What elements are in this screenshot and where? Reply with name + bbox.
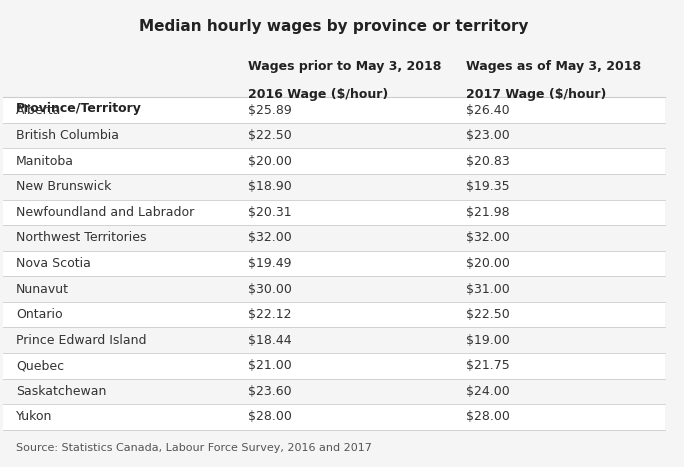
FancyBboxPatch shape <box>3 251 665 276</box>
Text: $21.75: $21.75 <box>466 359 510 372</box>
Text: $19.00: $19.00 <box>466 333 510 347</box>
Text: Northwest Territories: Northwest Territories <box>16 232 146 244</box>
Text: $24.00: $24.00 <box>466 385 510 398</box>
Text: $21.00: $21.00 <box>248 359 291 372</box>
Text: Saskatchewan: Saskatchewan <box>16 385 107 398</box>
Text: Wages prior to May 3, 2018: Wages prior to May 3, 2018 <box>248 60 441 73</box>
FancyBboxPatch shape <box>3 123 665 149</box>
FancyBboxPatch shape <box>3 302 665 327</box>
Text: Manitoba: Manitoba <box>16 155 74 168</box>
FancyBboxPatch shape <box>3 353 665 378</box>
Text: Quebec: Quebec <box>16 359 64 372</box>
Text: Alberta: Alberta <box>16 104 62 117</box>
FancyBboxPatch shape <box>3 98 665 123</box>
Text: $18.44: $18.44 <box>248 333 291 347</box>
Text: Ontario: Ontario <box>16 308 63 321</box>
Text: $22.50: $22.50 <box>466 308 510 321</box>
Text: Prince Edward Island: Prince Edward Island <box>16 333 146 347</box>
Text: $21.98: $21.98 <box>466 206 510 219</box>
Text: $26.40: $26.40 <box>466 104 510 117</box>
Text: $31.00: $31.00 <box>466 283 510 296</box>
Text: $30.00: $30.00 <box>248 283 291 296</box>
FancyBboxPatch shape <box>3 327 665 353</box>
Text: $19.49: $19.49 <box>248 257 291 270</box>
FancyBboxPatch shape <box>3 149 665 174</box>
Text: $18.90: $18.90 <box>248 180 291 193</box>
Text: $28.00: $28.00 <box>466 410 510 423</box>
Text: $23.00: $23.00 <box>466 129 510 142</box>
FancyBboxPatch shape <box>3 225 665 251</box>
Text: $25.89: $25.89 <box>248 104 291 117</box>
Text: 2016 Wage ($/hour): 2016 Wage ($/hour) <box>248 88 388 101</box>
Text: Median hourly wages by province or territory: Median hourly wages by province or terri… <box>140 19 529 34</box>
Text: $32.00: $32.00 <box>466 232 510 244</box>
Text: Province/Territory: Province/Territory <box>16 102 142 115</box>
Text: $22.50: $22.50 <box>248 129 291 142</box>
Text: $20.00: $20.00 <box>466 257 510 270</box>
Text: $32.00: $32.00 <box>248 232 291 244</box>
Text: $28.00: $28.00 <box>248 410 291 423</box>
Text: $20.83: $20.83 <box>466 155 510 168</box>
Text: $20.31: $20.31 <box>248 206 291 219</box>
Text: $20.00: $20.00 <box>248 155 291 168</box>
Text: Nunavut: Nunavut <box>16 283 69 296</box>
FancyBboxPatch shape <box>3 174 665 199</box>
Text: British Columbia: British Columbia <box>16 129 119 142</box>
Text: Nova Scotia: Nova Scotia <box>16 257 91 270</box>
FancyBboxPatch shape <box>3 276 665 302</box>
Text: $23.60: $23.60 <box>248 385 291 398</box>
FancyBboxPatch shape <box>3 199 665 225</box>
Text: Yukon: Yukon <box>16 410 53 423</box>
FancyBboxPatch shape <box>3 378 665 404</box>
Text: New Brunswick: New Brunswick <box>16 180 111 193</box>
Text: $19.35: $19.35 <box>466 180 510 193</box>
Text: Wages as of May 3, 2018: Wages as of May 3, 2018 <box>466 60 642 73</box>
Text: Newfoundland and Labrador: Newfoundland and Labrador <box>16 206 194 219</box>
Text: $22.12: $22.12 <box>248 308 291 321</box>
FancyBboxPatch shape <box>3 404 665 430</box>
Text: 2017 Wage ($/hour): 2017 Wage ($/hour) <box>466 88 607 101</box>
Text: Source: Statistics Canada, Labour Force Survey, 2016 and 2017: Source: Statistics Canada, Labour Force … <box>16 444 372 453</box>
